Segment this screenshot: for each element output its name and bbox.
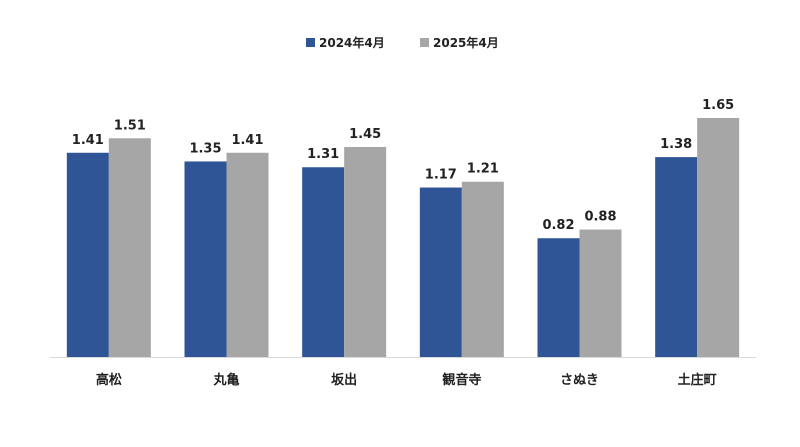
bar-series2-4 [579,229,622,357]
data-label: 1.21 [467,162,499,177]
data-label: 0.88 [584,210,616,225]
data-label: 1.17 [425,168,457,183]
data-label: 1.41 [72,133,104,148]
bar-series1-5 [655,157,698,357]
bar-series1-4 [537,238,580,357]
legend-swatch [420,38,429,47]
data-label: 1.35 [189,141,221,156]
bar-series1-2 [302,167,345,357]
bar-series2-5 [697,118,740,357]
bar-series1-3 [419,187,462,357]
data-label: 1.41 [231,133,263,148]
data-labels: 1.41 1.51 1.35 1.41 1.31 1.45 1.17 1.21 0.82 0.88… [72,98,734,233]
x-tick-label: 高松 [96,372,122,388]
legend-label: 2024年4月 [319,35,385,50]
bar-series2-0 [108,138,151,357]
legend-label: 2025年4月 [433,35,499,50]
bars [66,118,740,357]
data-label: 1.65 [702,98,734,113]
x-tick-labels: 高松 丸亀 坂出 観音寺 さぬき 土庄町 [96,372,717,388]
bar-series1-1 [184,161,227,357]
x-tick-label: 観音寺 [441,372,481,388]
bar-series2-2 [344,146,387,357]
data-label: 1.38 [660,137,692,152]
data-label: 1.45 [349,127,381,142]
bar-series2-3 [461,181,504,357]
x-tick-label: さぬき [560,373,599,388]
legend: 2024年4月 2025年4月 [306,35,499,50]
x-tick-label: 丸亀 [212,372,239,388]
bar-series1-0 [66,152,109,357]
bar-series2-1 [226,152,269,357]
data-label: 1.51 [114,118,146,133]
x-tick-label: 坂出 [331,372,357,388]
x-tick-label: 土庄町 [678,372,717,388]
legend-swatch [306,38,315,47]
data-label: 0.82 [542,218,574,233]
data-label: 1.31 [307,147,339,162]
